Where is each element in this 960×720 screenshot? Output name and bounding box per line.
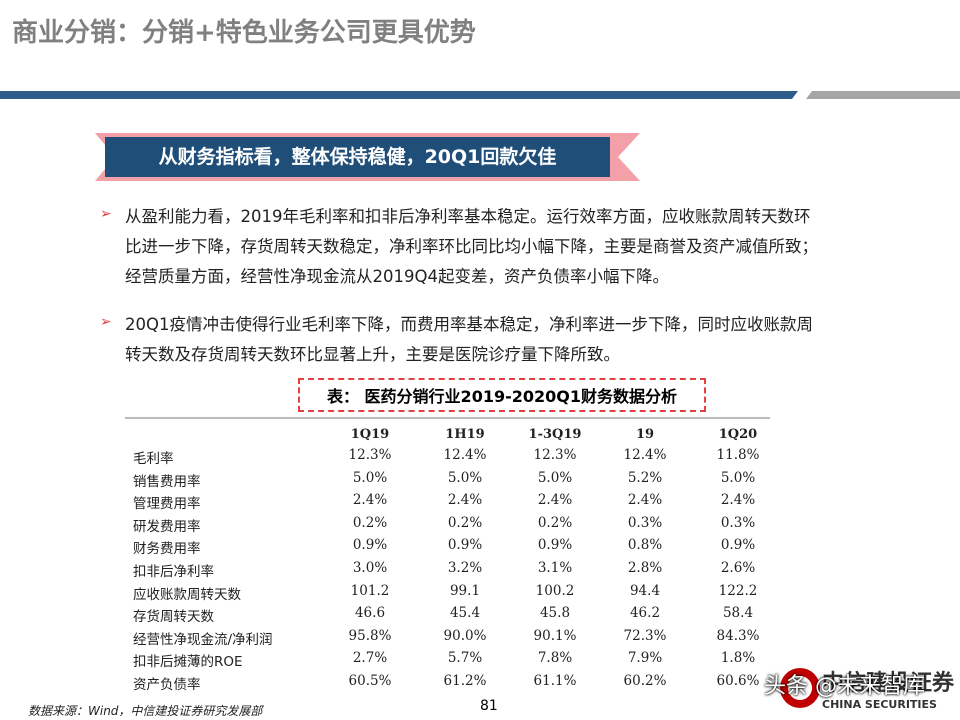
table-cell: 2.4% xyxy=(447,492,483,509)
table-cell: 46.2 xyxy=(629,605,661,622)
table-cell: 0.3% xyxy=(627,514,663,531)
table-cell: 5.0% xyxy=(537,469,573,486)
table-title: 表： 医药分销行业2019-2020Q1财务数据分析 xyxy=(298,378,706,412)
table-cell: 5.0% xyxy=(352,469,388,486)
table-cell: 0.9% xyxy=(352,537,388,554)
banner: 从财务指标看，整体保持稳健，20Q1回款欠佳 xyxy=(158,146,557,168)
table-cell: 0.2% xyxy=(447,514,483,531)
table-cell: 72.3% xyxy=(623,627,667,644)
bullet-marker: ➢ xyxy=(100,206,112,222)
column-header: 1H19 xyxy=(445,427,485,442)
table-cell: 61.1% xyxy=(533,673,577,689)
bullet-line: 20Q1疫情冲击使得行业毛利率下降，而费用率基本稳定，净利率进一步下降，同时应收… xyxy=(125,315,813,334)
table-cell: 2.4% xyxy=(352,492,388,509)
table-cell: 2.4% xyxy=(627,492,663,509)
row-label: 扣非后净利率 xyxy=(133,564,214,580)
logo-en: CHINA SECURITIES xyxy=(822,698,937,711)
table-cell: 12.3% xyxy=(533,447,577,463)
table-cell: 101.2 xyxy=(350,582,390,599)
bullet-line: 从盈利能力看，2019年毛利率和扣非后净利率基本稳定。运行效率方面，应收账款周转… xyxy=(125,207,811,226)
slide-title: 商业分销：分销+特色业务公司更具优势 xyxy=(12,18,476,48)
table-cell: 45.4 xyxy=(449,605,481,622)
table-cell: 5.7% xyxy=(447,650,483,667)
row-label: 毛利率 xyxy=(133,451,174,467)
table-cell: 94.4 xyxy=(629,582,661,599)
table-cell: 3.0% xyxy=(352,560,388,576)
table-cell: 45.8 xyxy=(539,605,571,622)
column-header: 1Q19 xyxy=(350,427,390,442)
table-cell: 60.5% xyxy=(348,673,392,689)
table-cell: 60.6% xyxy=(716,673,760,689)
table-cell: 60.2% xyxy=(623,673,667,689)
table-cell: 5.2% xyxy=(627,469,663,486)
table-cell: 2.4% xyxy=(537,492,573,509)
row-label: 资产负债率 xyxy=(133,677,201,693)
table-cell: 7.9% xyxy=(627,650,663,667)
table-cell: 0.9% xyxy=(720,537,756,554)
row-label: 销售费用率 xyxy=(133,473,201,490)
table-cell: 84.3% xyxy=(716,627,760,644)
bullet-line: 转天数及存货周转天数环比显著上升，主要是医院诊疗量下降所致。 xyxy=(125,345,620,364)
table-cell: 99.1 xyxy=(449,582,481,599)
table-cell: 12.3% xyxy=(348,447,392,463)
table-cell: 2.7% xyxy=(352,650,388,667)
table-cell: 7.8% xyxy=(537,650,573,667)
column-header: 19 xyxy=(635,427,655,442)
watermark: 头条 @未来智库 xyxy=(764,674,925,699)
column-header: 1-3Q19 xyxy=(528,427,582,442)
table-cell: 0.9% xyxy=(537,537,573,554)
bullet-line: 比进一步下降，存货周转天数稳定，净利率环比同比均小幅下降，主要是商誉及资产减值所… xyxy=(125,237,818,256)
source: 数据来源：Wind，中信建投证券研究发展部 xyxy=(28,704,263,718)
table-cell: 3.2% xyxy=(447,560,483,576)
table-cell: 0.9% xyxy=(447,537,483,554)
table-cell: 11.8% xyxy=(716,447,760,463)
table-cell: 100.2 xyxy=(535,582,575,599)
table-cell: 95.8% xyxy=(348,627,392,644)
table-cell: 12.4% xyxy=(623,447,667,463)
row-label: 存货周转天数 xyxy=(133,609,214,626)
table-cell: 2.6% xyxy=(720,560,756,576)
row-label: 应收账款周转天数 xyxy=(133,586,241,603)
table-cell: 46.6 xyxy=(354,605,386,622)
table-cell: 122.2 xyxy=(718,582,758,599)
logo: 中信建投证券 xyxy=(822,671,955,696)
table-cell: 0.2% xyxy=(537,514,573,531)
table-cell: 5.0% xyxy=(447,469,483,486)
bullet-line: 经营质量方面，经营性净现金流从2019Q4起变差，资产负债率小幅下降。 xyxy=(125,267,669,286)
bullet-marker: ➢ xyxy=(100,314,112,330)
row-label: 管理费用率 xyxy=(133,496,201,513)
page-number: 81 xyxy=(480,698,498,714)
row-label: 研发费用率 xyxy=(133,518,201,535)
table-cell: 90.1% xyxy=(533,627,577,644)
column-header: 1Q20 xyxy=(718,427,758,442)
table-cell: 5.0% xyxy=(720,469,756,486)
table-cell: 12.4% xyxy=(443,447,487,463)
table-cell: 90.0% xyxy=(443,627,487,644)
row-label: 财务费用率 xyxy=(133,541,201,558)
row-label: 扣非后摊薄的ROE xyxy=(133,654,243,671)
table-cell: 3.1% xyxy=(537,560,573,576)
table-cell: 0.2% xyxy=(352,514,388,531)
table-cell: 1.8% xyxy=(720,650,756,667)
table-cell: 0.3% xyxy=(720,514,756,531)
table-cell: 61.2% xyxy=(443,673,487,689)
table-cell: 58.4 xyxy=(722,605,754,622)
table-cell: 2.4% xyxy=(720,492,756,509)
table-cell: 2.8% xyxy=(627,560,663,576)
table-cell: 0.8% xyxy=(627,537,663,554)
row-label: 经营性净现金流/净利润 xyxy=(133,631,273,648)
